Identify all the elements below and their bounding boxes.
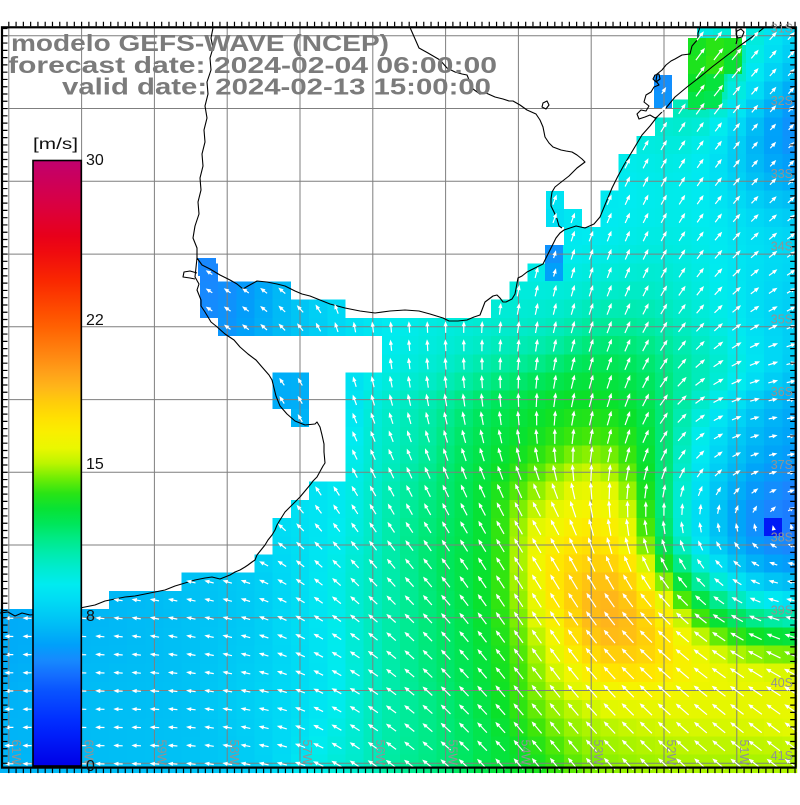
svg-text:36S: 36S: [771, 385, 793, 399]
svg-text:[m/s]: [m/s]: [33, 136, 78, 153]
svg-text:33S: 33S: [771, 167, 793, 181]
svg-text:0: 0: [86, 758, 95, 775]
svg-text:41S: 41S: [771, 749, 793, 763]
svg-text:8: 8: [86, 608, 95, 625]
svg-text:55W: 55W: [446, 740, 460, 766]
svg-text:31S: 31S: [771, 21, 793, 35]
svg-text:61W: 61W: [9, 740, 23, 766]
svg-text:35S: 35S: [771, 312, 793, 326]
svg-text:30: 30: [86, 152, 104, 169]
svg-text:52W: 52W: [664, 740, 678, 766]
svg-text:forecast date: 2024-02-04 06:0: forecast date: 2024-02-04 06:00:00: [8, 52, 497, 78]
svg-text:51W: 51W: [737, 740, 751, 766]
svg-text:38S: 38S: [771, 531, 793, 545]
svg-text:40S: 40S: [771, 676, 793, 690]
svg-text:32S: 32S: [771, 94, 793, 108]
svg-text:22: 22: [86, 312, 104, 329]
svg-text:54W: 54W: [518, 740, 532, 766]
svg-text:37S: 37S: [771, 458, 793, 472]
svg-text:39S: 39S: [771, 603, 793, 617]
svg-text:57W: 57W: [300, 740, 314, 766]
svg-text:53W: 53W: [591, 740, 605, 766]
svg-text:valid date: 2024-02-13 15:00:0: valid date: 2024-02-13 15:00:00: [62, 74, 491, 100]
svg-text:56W: 56W: [373, 740, 387, 766]
svg-text:58W: 58W: [227, 740, 241, 766]
svg-text:15: 15: [86, 456, 104, 473]
svg-text:modelo GEFS-WAVE (NCEP): modelo GEFS-WAVE (NCEP): [11, 30, 389, 56]
svg-text:34S: 34S: [771, 240, 793, 254]
svg-text:59W: 59W: [154, 740, 168, 766]
svg-text:60W: 60W: [82, 740, 96, 766]
